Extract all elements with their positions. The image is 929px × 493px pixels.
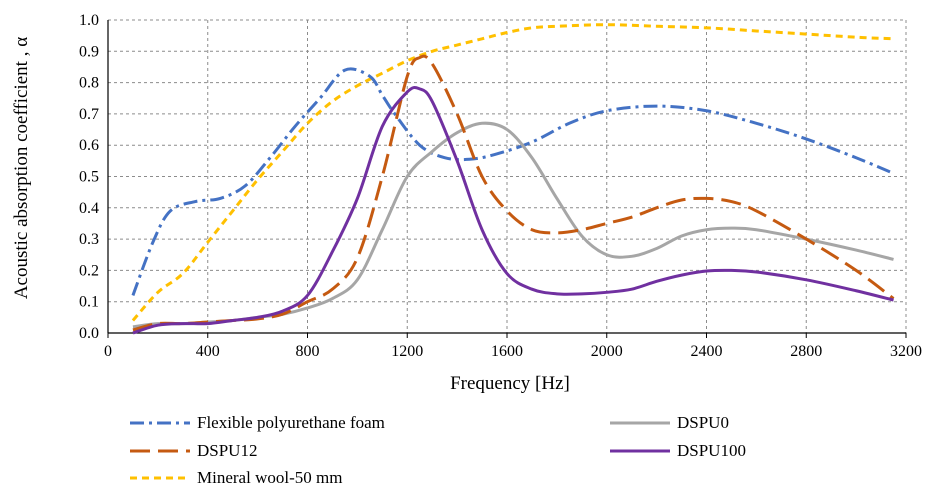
x-tick-label: 2800 <box>790 343 822 360</box>
x-tick-label: 1200 <box>391 343 423 360</box>
legend-label-mineral-wool-50-mm: Mineral wool-50 mm <box>197 468 342 487</box>
legend-label-dspu100: DSPU100 <box>677 441 746 460</box>
y-tick-label: 0.0 <box>79 325 99 342</box>
x-tick-label: 2400 <box>691 343 723 360</box>
series-line-mineral-wool-50-mm <box>131 23 894 322</box>
x-tick-label: 800 <box>296 343 320 360</box>
series-group <box>131 23 895 335</box>
legend-label-dspu0: DSPU0 <box>677 413 729 432</box>
y-tick-label: 0.7 <box>79 106 99 123</box>
x-tick-label: 0 <box>104 343 112 360</box>
y-tick-label: 0.1 <box>79 294 99 311</box>
grid <box>108 19 907 333</box>
series-line-dspu12 <box>132 54 895 332</box>
y-tick-label: 0.6 <box>79 137 99 154</box>
x-tick-label: 400 <box>196 343 220 360</box>
x-tick-label: 3200 <box>890 343 922 360</box>
y-tick-label: 0.2 <box>79 262 99 279</box>
y-tick-label: 0.9 <box>79 43 99 60</box>
axes <box>107 20 907 338</box>
x-tick-label: 1600 <box>491 343 523 360</box>
series-line-flexible-polyurethane-foam <box>131 67 895 296</box>
y-tick-label: 0.5 <box>79 169 99 186</box>
x-axis-label: Frequency [Hz] <box>450 373 570 394</box>
tick-labels: 0.0 0.1 0.2 0.3 0.4 0.5 0.6 0.7 0.8 0.9 1.0 0 400 800… <box>79 12 922 360</box>
x-tick-label: 2000 <box>591 343 623 360</box>
y-axis-label: Acoustic absorption coefficient , α <box>11 37 32 299</box>
y-tick-label: 1.0 <box>79 12 99 29</box>
y-tick-label: 0.4 <box>79 200 99 217</box>
legend: Flexible polyurethane foam DSPU12 Mineral … <box>130 413 746 487</box>
legend-label-dspu12: DSPU12 <box>197 441 257 460</box>
y-tick-label: 0.8 <box>79 75 99 92</box>
legend-label-flexible-polyurethane-foam: Flexible polyurethane foam <box>197 413 385 432</box>
series-line-dspu100 <box>132 85 894 335</box>
y-tick-label: 0.3 <box>79 231 99 248</box>
